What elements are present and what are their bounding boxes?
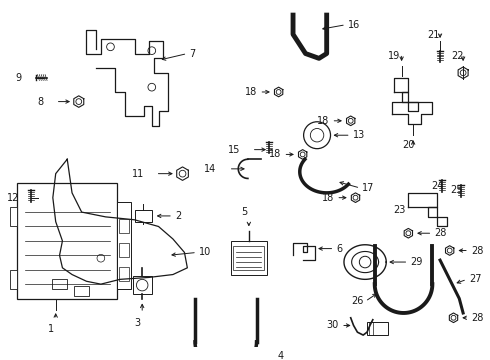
Text: 20: 20 [402,140,415,150]
Text: 30: 30 [326,320,338,330]
Text: 23: 23 [393,205,405,215]
Bar [233,246,264,270]
Bar [74,286,89,296]
Text: 3: 3 [134,318,141,328]
Circle shape [304,122,331,149]
Circle shape [136,279,148,291]
Circle shape [148,83,156,91]
Circle shape [348,118,353,123]
Text: 18: 18 [270,149,282,159]
Bar [119,219,129,233]
Text: 12: 12 [7,193,19,203]
Bar [367,321,388,335]
Circle shape [97,255,105,262]
Text: 28: 28 [434,228,447,238]
Text: 25: 25 [450,185,463,195]
Bar [119,243,129,257]
Text: 13: 13 [353,130,365,140]
Text: 18: 18 [245,87,257,97]
Text: 28: 28 [471,313,483,323]
Text: 29: 29 [410,257,423,267]
Circle shape [148,47,156,54]
Text: 1: 1 [48,324,54,334]
Text: 17: 17 [362,183,374,193]
Bar [17,183,117,298]
Bar [119,267,129,281]
Text: 22: 22 [451,51,464,60]
Text: 15: 15 [228,145,240,155]
Circle shape [447,248,452,253]
Text: 24: 24 [431,181,443,191]
Circle shape [107,43,114,51]
Circle shape [460,70,466,76]
Circle shape [310,129,324,142]
Bar [52,279,67,289]
Text: 11: 11 [132,168,144,179]
Circle shape [359,256,371,268]
Text: 8: 8 [37,96,43,107]
Text: 10: 10 [199,247,211,257]
Bar [133,276,152,294]
Text: 18: 18 [322,193,334,203]
Text: 5: 5 [241,207,247,217]
Circle shape [353,195,358,200]
Bar [231,241,267,275]
Circle shape [276,90,281,94]
Text: 6: 6 [336,244,343,253]
Bar [10,207,17,226]
Circle shape [300,152,305,157]
Text: 4: 4 [278,351,284,360]
Text: 26: 26 [351,296,363,306]
Text: 27: 27 [469,274,481,284]
Circle shape [451,315,456,320]
Text: 18: 18 [318,116,330,126]
Text: 14: 14 [204,164,216,174]
Bar [117,202,131,289]
Bar [10,270,17,289]
Bar [134,210,152,222]
Text: 7: 7 [189,49,196,59]
Text: 16: 16 [348,20,360,30]
Text: 19: 19 [388,51,400,60]
Text: 21: 21 [427,30,440,40]
Circle shape [406,231,411,236]
Text: 28: 28 [471,246,483,256]
Text: 9: 9 [15,73,21,82]
Circle shape [76,99,82,104]
Circle shape [179,170,186,177]
Text: 2: 2 [175,211,181,221]
